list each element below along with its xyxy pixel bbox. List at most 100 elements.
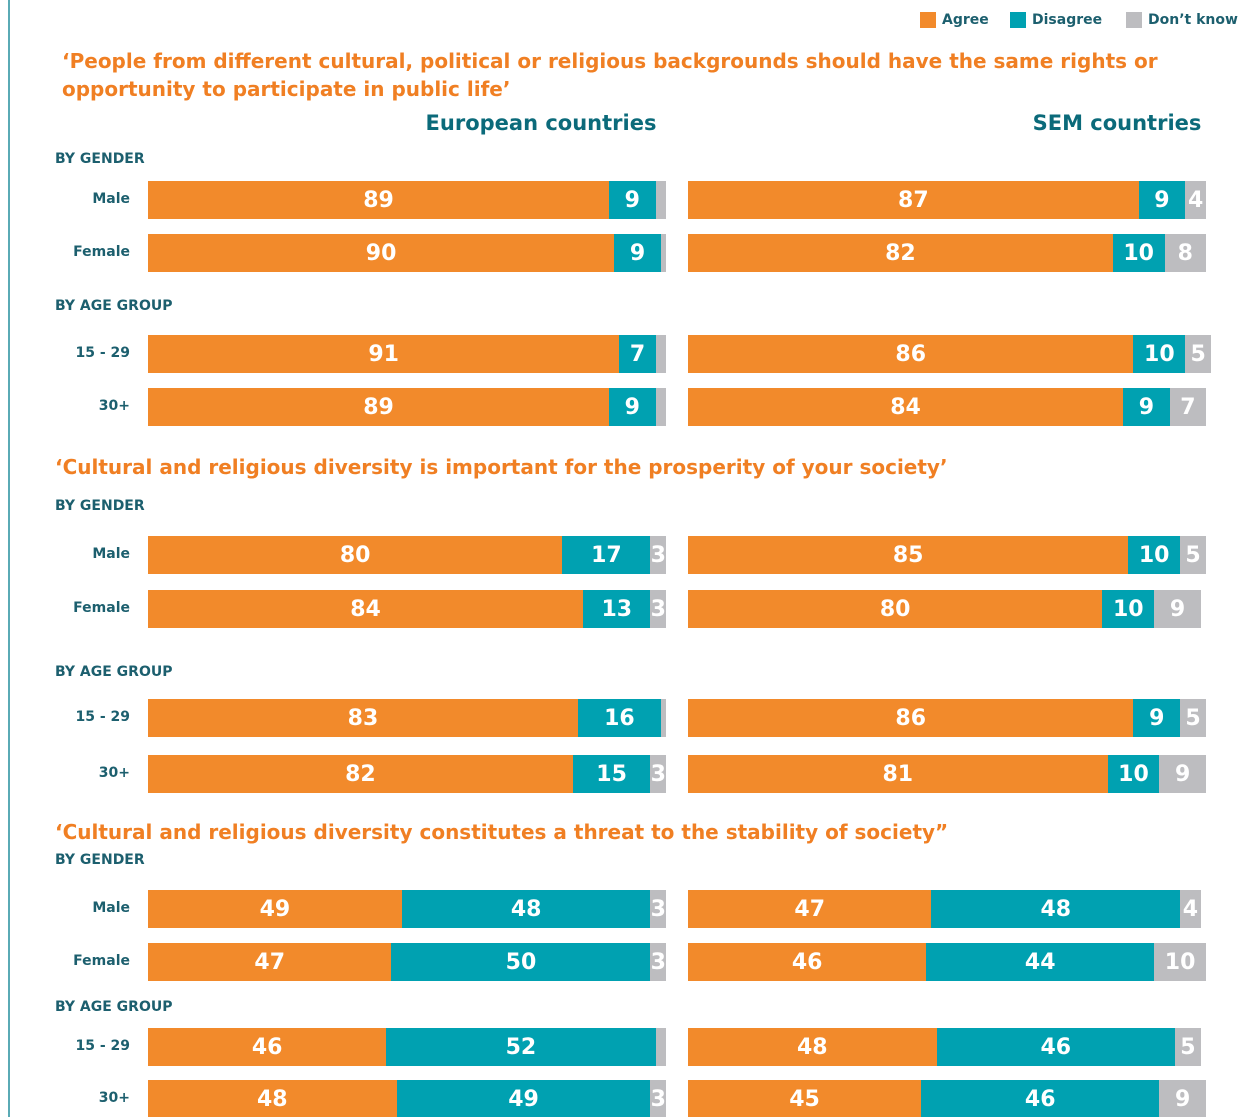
row-label: 30+ — [98, 398, 130, 414]
group-label: BY GENDER — [55, 498, 145, 514]
data-label: 9 — [629, 240, 646, 266]
bar-segment: 3 — [650, 755, 666, 793]
data-label: 10 — [1123, 240, 1154, 266]
data-label: 10 — [1164, 949, 1196, 975]
bar-segment: 5 — [1185, 335, 1212, 373]
group-label: BY GENDER — [55, 151, 145, 167]
row-label: 15 - 29 — [75, 709, 130, 725]
bar-segment: 10 — [1107, 755, 1160, 793]
bar-segment: 50 — [391, 943, 651, 981]
left-rule — [8, 0, 10, 1117]
legend-swatch — [1126, 12, 1142, 28]
bar-segment: 49 — [396, 1080, 651, 1117]
row-label: Male — [92, 191, 130, 207]
data-label: 46 — [1024, 1086, 1056, 1112]
bar-segment: 5 — [1180, 536, 1206, 574]
column-header: SEM countries — [1032, 111, 1202, 135]
bar-segment: 8 — [1164, 234, 1206, 272]
bar-segment: 9 — [609, 388, 656, 426]
column-header: European countries — [425, 111, 657, 135]
bar-segment: 47 — [148, 943, 392, 981]
data-label: 8 — [1177, 240, 1193, 266]
bar-segment: 9 — [609, 181, 656, 219]
data-label: 83 — [347, 705, 379, 731]
row-label: 30+ — [98, 1090, 130, 1106]
bar-segment: 5 — [1180, 699, 1206, 737]
bar-segment: 4 — [1185, 181, 1206, 219]
bar-segment: 3 — [650, 943, 666, 981]
data-label: 80 — [339, 542, 371, 568]
legend-swatch — [1010, 12, 1026, 28]
data-label: 5 — [1185, 542, 1201, 568]
data-label: 9 — [1169, 596, 1186, 622]
data-label: 86 — [895, 341, 927, 367]
row-label: 15 - 29 — [75, 345, 130, 361]
bar-segment: 7 — [1169, 388, 1206, 426]
row-label: 15 - 29 — [75, 1038, 130, 1054]
data-label: 3 — [650, 761, 666, 787]
bar-segment: 15 — [572, 755, 651, 793]
data-label: 16 — [604, 705, 635, 731]
data-label: 5 — [1185, 705, 1201, 731]
legend-label: Agree — [942, 12, 989, 28]
data-label: 9 — [1154, 187, 1170, 213]
bar-segment: 82 — [688, 234, 1113, 272]
bar-segment: 52 — [386, 1028, 656, 1066]
data-label: 46 — [1040, 1034, 1072, 1060]
bar-segment: 48 — [931, 890, 1181, 928]
data-label: 3 — [650, 949, 666, 975]
data-label: 81 — [882, 761, 914, 787]
bar-segment: 4 — [1180, 890, 1201, 928]
group-label: BY AGE GROUP — [55, 999, 173, 1015]
bar-segment: 3 — [650, 590, 666, 628]
section-title: ‘Cultural and religious diversity consti… — [55, 820, 949, 844]
data-label: 9 — [1175, 761, 1191, 787]
data-label: 44 — [1024, 949, 1056, 975]
bar-segment: 83 — [148, 699, 578, 737]
data-label: 9 — [1138, 394, 1155, 420]
data-label: 49 — [508, 1086, 539, 1112]
data-label: 4 — [1182, 896, 1199, 922]
data-label: 9 — [1149, 705, 1165, 731]
row-label: 30+ — [98, 765, 130, 781]
data-label: 15 — [596, 761, 627, 787]
bar-segment: 46 — [936, 1028, 1175, 1066]
data-label: 48 — [257, 1086, 288, 1112]
bar-segment: 86 — [688, 335, 1134, 373]
row-label: Female — [73, 244, 130, 260]
bar-segment: 9 — [1123, 388, 1170, 426]
data-label: 84 — [350, 596, 381, 622]
data-label: 82 — [345, 761, 376, 787]
data-label: 5 — [1190, 341, 1206, 367]
bar-segment: 87 — [688, 181, 1139, 219]
data-label: 9 — [624, 187, 640, 213]
legend-label: Disagree — [1032, 12, 1103, 28]
row-label: Male — [92, 900, 130, 916]
group-label: BY GENDER — [55, 852, 145, 868]
bar-segment: 10 — [1133, 335, 1186, 373]
bar-segment: 16 — [577, 699, 661, 737]
row-label: Female — [73, 953, 130, 969]
data-label: 47 — [254, 949, 286, 975]
data-label: 87 — [898, 187, 929, 213]
bar-segment: 84 — [148, 590, 584, 628]
data-label: 13 — [601, 596, 633, 622]
bar-segment: 49 — [148, 890, 402, 928]
row-label: Female — [73, 600, 130, 616]
data-label: 89 — [363, 394, 394, 420]
data-label: 10 — [1144, 341, 1175, 367]
bar-segment — [655, 181, 666, 219]
data-label: 90 — [365, 240, 397, 266]
section-title: ‘People from different cultural, politic… — [62, 49, 1158, 101]
data-label: 82 — [885, 240, 916, 266]
bar-segment — [655, 335, 666, 373]
legend-label: Don’t know — [1148, 12, 1238, 28]
bar-segment: 17 — [562, 536, 651, 574]
data-label: 3 — [650, 542, 666, 568]
data-label: 86 — [895, 705, 927, 731]
data-label: 47 — [794, 896, 826, 922]
bar-segment: 80 — [148, 536, 563, 574]
bar-segment: 89 — [148, 388, 610, 426]
data-label: 48 — [1040, 896, 1072, 922]
